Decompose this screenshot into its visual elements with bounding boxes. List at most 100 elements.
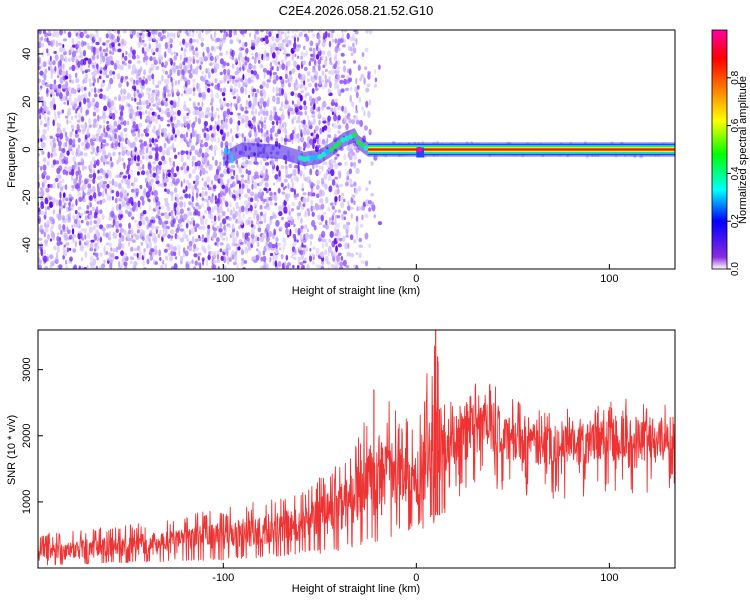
spectrogram-cell bbox=[99, 224, 104, 230]
spectrogram-cell bbox=[237, 166, 242, 171]
spectrogram-cell bbox=[79, 151, 84, 156]
spectrogram-cell bbox=[129, 196, 134, 204]
spectrogram-cell bbox=[64, 115, 69, 119]
spectrogram-cell bbox=[315, 87, 319, 91]
spectrogram-cell bbox=[92, 122, 97, 128]
spectrogram-cell bbox=[209, 62, 213, 66]
spectrogram-cell bbox=[265, 235, 270, 243]
spectrogram-cell bbox=[172, 147, 177, 153]
spectrogram-cell bbox=[215, 237, 220, 243]
spectrogram-cell bbox=[308, 124, 313, 130]
spectrogram-cell bbox=[341, 30, 344, 33]
spectrogram-cell bbox=[278, 33, 283, 41]
spectrogram-cell bbox=[287, 216, 291, 222]
spectrogram-cell bbox=[259, 64, 264, 69]
spectrogram-cell bbox=[292, 264, 295, 269]
spectrogram-cell bbox=[151, 251, 155, 258]
ridge-peak bbox=[230, 154, 234, 159]
spectrogram-cell bbox=[284, 122, 287, 128]
spectrogram-cell bbox=[251, 220, 254, 226]
spectrogram-cell bbox=[275, 86, 279, 94]
spectrogram-cell bbox=[52, 39, 56, 45]
spectrogram-cell bbox=[54, 114, 57, 122]
spectrogram-cell bbox=[183, 48, 187, 52]
spectrogram-cell bbox=[96, 32, 99, 39]
spectrogram-cell bbox=[112, 75, 116, 80]
spectrogram-cell bbox=[95, 30, 99, 34]
spectrogram-cell bbox=[254, 156, 258, 164]
spectrogram-cell bbox=[42, 164, 47, 171]
spectrogram-cell bbox=[128, 222, 132, 230]
spectrogram-cell bbox=[348, 168, 353, 175]
spectrogram-cell bbox=[96, 54, 100, 60]
spectrogram-cell bbox=[222, 61, 227, 67]
spectrogram-cell bbox=[51, 97, 56, 105]
spectrogram-cell bbox=[213, 68, 218, 74]
spectrogram-cell bbox=[368, 99, 372, 106]
spectrogram-cell bbox=[139, 184, 143, 190]
spectrogram-cell bbox=[162, 259, 165, 265]
spectrogram-cell bbox=[109, 50, 112, 55]
spectrogram-cell bbox=[230, 102, 233, 107]
spectrogram-cell bbox=[72, 248, 77, 253]
spectrogram-cell bbox=[148, 102, 151, 107]
spectrogram-cell bbox=[56, 241, 61, 247]
spectrogram-cell bbox=[52, 218, 55, 225]
spectrogram-cell bbox=[172, 65, 177, 73]
spectrogram-cell bbox=[231, 63, 235, 69]
spectrogram-cell bbox=[108, 195, 112, 202]
spectrogram-cell bbox=[173, 245, 177, 252]
spectrogram-cell bbox=[228, 33, 233, 38]
spectrogram-cell bbox=[355, 77, 358, 85]
spectrogram-cell bbox=[80, 180, 84, 184]
spectrogram-cell bbox=[84, 250, 88, 259]
spectrogram-cell bbox=[62, 38, 68, 42]
spectrogram-cell bbox=[105, 161, 110, 165]
spectrogram-cell bbox=[250, 52, 254, 56]
spectrogram-cell bbox=[134, 136, 138, 142]
spectrogram-cell bbox=[232, 261, 237, 266]
spectrogram-cell bbox=[179, 41, 182, 46]
spectrogram-cell bbox=[377, 266, 381, 269]
spectrogram-cell bbox=[66, 150, 70, 156]
spectrogram-cell bbox=[157, 114, 161, 120]
spectrogram-cell bbox=[166, 123, 170, 127]
spectrogram-cell bbox=[167, 47, 172, 54]
ridge-peak bbox=[223, 149, 227, 154]
spectrogram-cell bbox=[205, 106, 211, 113]
spectrogram-cell bbox=[294, 32, 297, 38]
spectrogram-cell bbox=[111, 224, 115, 228]
spectrogram-cell bbox=[197, 32, 202, 40]
spectrogram-cell bbox=[329, 56, 332, 63]
spectrogram-cell bbox=[328, 185, 333, 193]
spectrogram-cell bbox=[194, 115, 198, 123]
spectrogram-cell bbox=[38, 152, 41, 157]
spectrogram-cell bbox=[258, 250, 262, 257]
spectrogram-cell bbox=[277, 242, 282, 246]
spectrogram-cell bbox=[173, 173, 177, 178]
spectrogram-cell bbox=[303, 100, 307, 106]
spectrogram-cell bbox=[139, 41, 144, 46]
spectrogram-cell bbox=[347, 112, 351, 117]
spectrogram-cell bbox=[104, 142, 109, 147]
spectrogram-cell bbox=[320, 214, 325, 222]
spectrogram-cell bbox=[176, 165, 180, 172]
spectrogram-cell bbox=[313, 129, 316, 134]
spectrogram-cell bbox=[42, 136, 47, 141]
spectrogram-cell bbox=[172, 100, 177, 109]
spectrogram-cell bbox=[182, 253, 186, 258]
snr-x-label: Height of straight line (km) bbox=[292, 583, 420, 595]
spectrogram-cell bbox=[203, 186, 207, 191]
spectrogram-cell bbox=[219, 248, 223, 253]
spectrogram-cell bbox=[47, 52, 50, 57]
spectrogram-cell bbox=[38, 207, 41, 213]
spectrogram-cell bbox=[237, 132, 241, 137]
spectrogram-cell bbox=[289, 265, 292, 269]
spectrogram-cell bbox=[94, 93, 98, 98]
spectrogram-cell bbox=[337, 124, 342, 130]
spectrogram-cell bbox=[291, 35, 295, 39]
spectrogram-cell bbox=[212, 259, 217, 264]
spectrogram-cell bbox=[186, 153, 190, 160]
spectrogram-cell bbox=[220, 141, 224, 149]
spectrogram-cell bbox=[169, 109, 174, 117]
